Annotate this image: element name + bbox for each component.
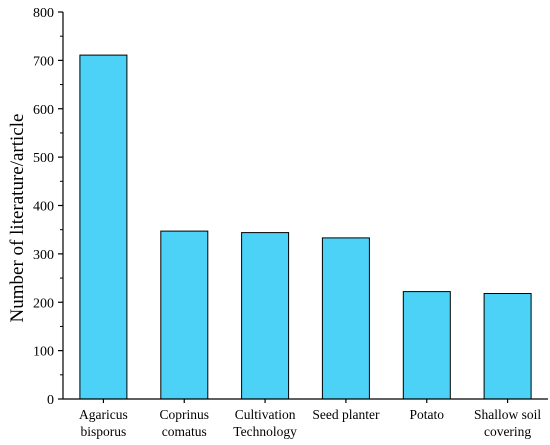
y-tick-label-4: 400 — [33, 200, 54, 215]
y-tick-label-7: 700 — [33, 54, 54, 69]
y-tick-label-6: 600 — [33, 103, 54, 118]
y-tick-label-5: 500 — [33, 151, 54, 166]
bar-0 — [79, 54, 128, 400]
bar-5 — [483, 293, 532, 400]
y-tick-label-2: 200 — [33, 296, 54, 311]
bar-1 — [160, 230, 209, 400]
x-tick-label-1: Coprinus comatus — [159, 407, 209, 439]
x-tick-label-3: Seed planter — [312, 407, 380, 422]
y-tick-label-3: 300 — [33, 248, 54, 263]
axes-group — [62, 12, 548, 400]
x-tick-label-2: Cultivation Technology — [233, 407, 297, 439]
x-labels-group: Agaricus bisporus Coprinus comatus Cultivati… — [79, 399, 541, 439]
bar-2 — [241, 232, 290, 400]
x-tick-label-0: Agaricus bisporus — [79, 407, 128, 439]
y-tick-label-0: 0 — [47, 393, 54, 408]
x-tick-label-5: Shallow soil covering — [474, 407, 541, 439]
bars-group — [79, 54, 532, 400]
y-ticks-group: 0 100 200 300 400 500 600 700 800 — [33, 6, 63, 408]
bar-3 — [321, 237, 370, 400]
bar-4 — [402, 291, 451, 400]
x-tick-label-4: Potato — [409, 407, 444, 422]
y-tick-label-8: 800 — [33, 6, 54, 21]
y-tick-label-1: 100 — [33, 345, 54, 360]
y-axis-title: Number of literature/article — [7, 114, 28, 323]
